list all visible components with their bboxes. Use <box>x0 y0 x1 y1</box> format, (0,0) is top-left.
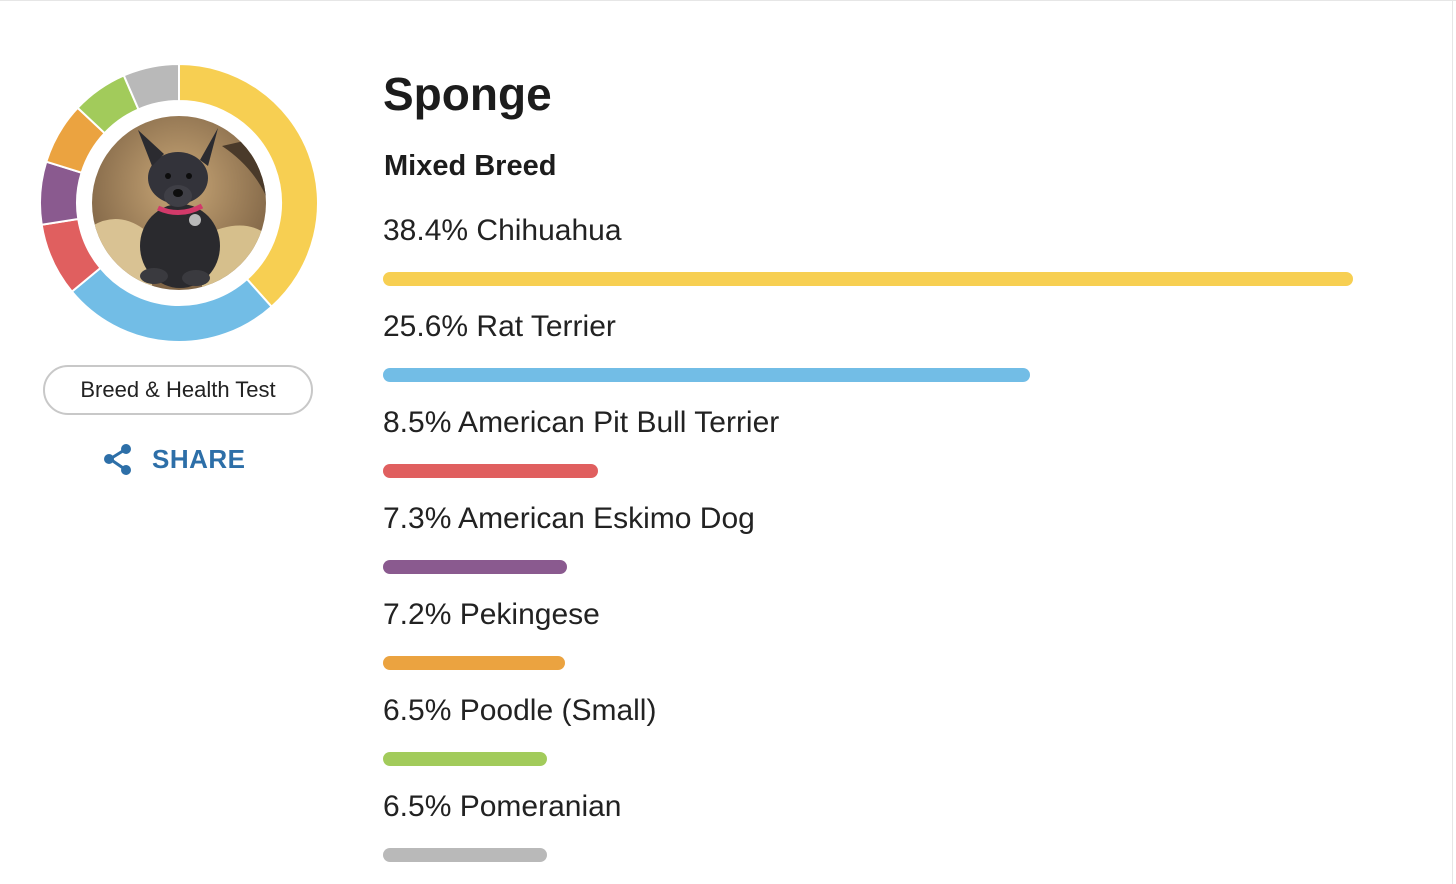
share-button[interactable]: SHARE <box>100 440 246 478</box>
breed-row: 6.5% Poodle (Small) <box>383 692 1363 788</box>
breed-row: 8.5% American Pit Bull Terrier <box>383 404 1363 500</box>
breed-label: 25.6% Rat Terrier <box>383 310 616 343</box>
dog-name: Sponge <box>383 68 552 120</box>
breed-label: 6.5% Poodle (Small) <box>383 694 657 727</box>
breed-bar <box>383 656 565 670</box>
breed-bar <box>383 368 1030 382</box>
breed-label: 7.3% American Eskimo Dog <box>383 502 755 535</box>
breed-row: 6.5% Pomeranian <box>383 788 1363 884</box>
top-divider <box>0 0 1456 1</box>
breed-row: 38.4% Chihuahua <box>383 212 1363 308</box>
breed-type: Mixed Breed <box>384 150 557 182</box>
breed-row: 25.6% Rat Terrier <box>383 308 1363 404</box>
breed-health-test-label: Breed & Health Test <box>80 377 276 402</box>
breed-row: 7.2% Pekingese <box>383 596 1363 692</box>
breed-bar <box>383 848 548 862</box>
breed-label: 6.5% Pomeranian <box>383 790 622 823</box>
breed-health-test-button[interactable]: Breed & Health Test <box>43 365 313 415</box>
share-icon <box>104 444 131 475</box>
breed-label: 7.2% Pekingese <box>383 598 600 631</box>
share-label: SHARE <box>152 443 246 474</box>
breed-bar <box>383 464 598 478</box>
breed-label: 8.5% American Pit Bull Terrier <box>383 406 780 439</box>
breed-label: 38.4% Chihuahua <box>383 214 622 247</box>
breed-bar <box>383 752 548 766</box>
right-divider <box>1452 0 1453 884</box>
breed-donut-chart <box>40 64 318 342</box>
dog-photo <box>92 116 266 290</box>
breed-row: 7.3% American Eskimo Dog <box>383 500 1363 596</box>
breed-bar <box>383 272 1353 286</box>
donut-segment <box>122 64 180 111</box>
breed-bar <box>383 560 568 574</box>
